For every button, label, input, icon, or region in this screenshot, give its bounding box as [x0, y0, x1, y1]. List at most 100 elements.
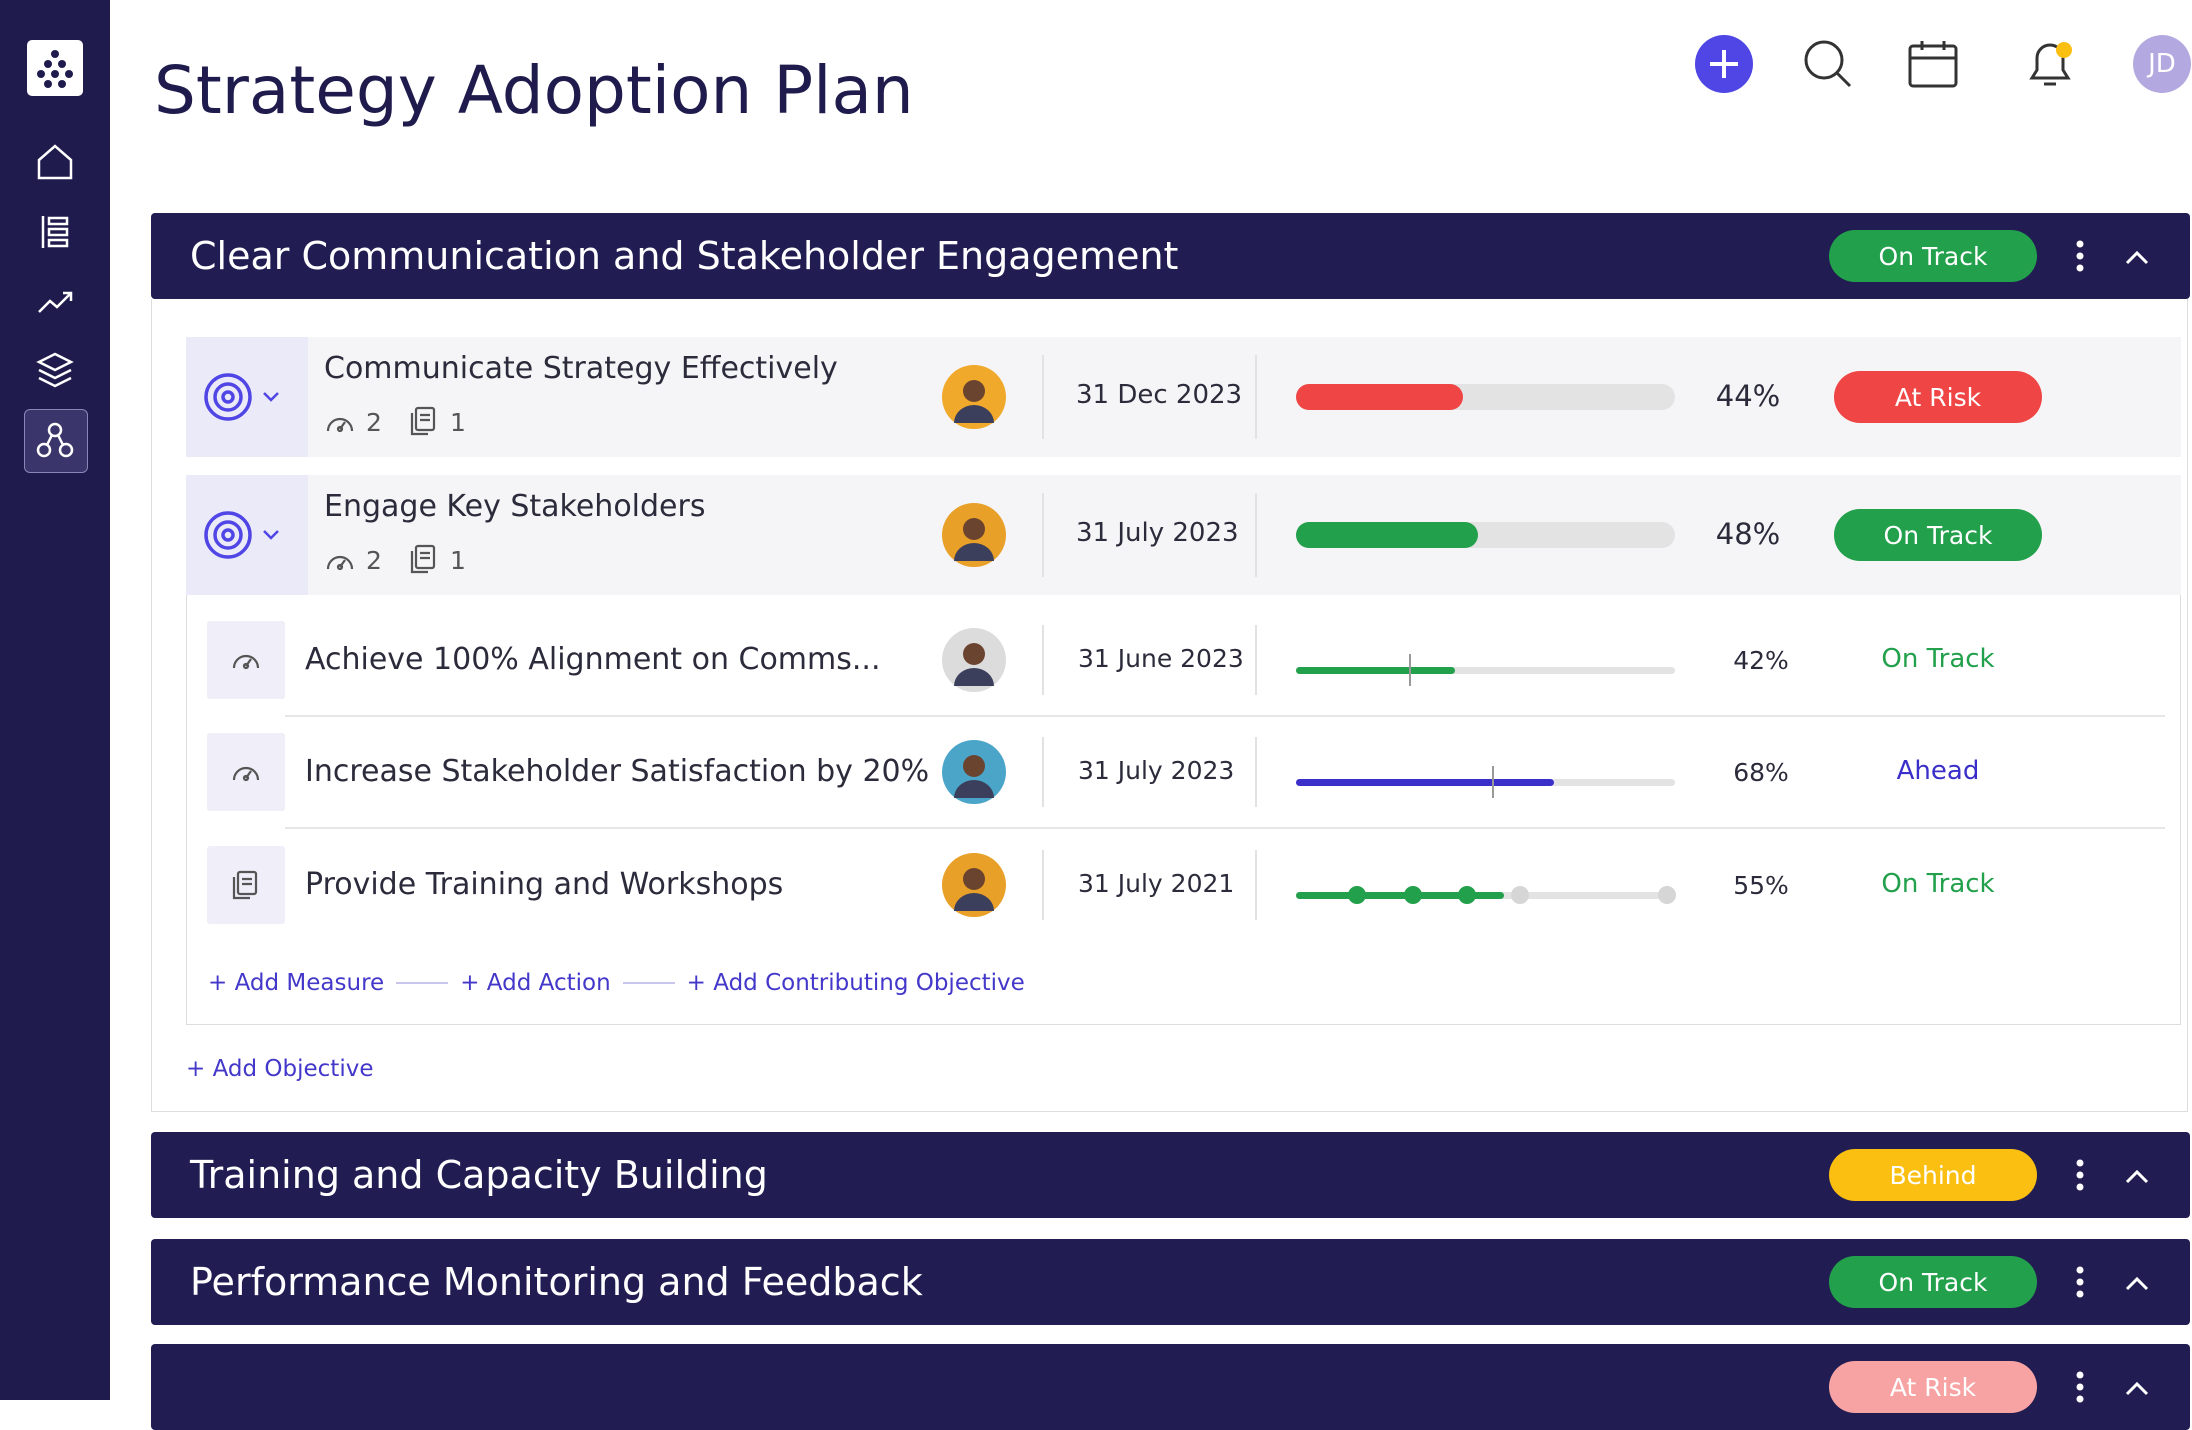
add-link[interactable]: + Add Contributing Objective [686, 970, 1025, 996]
add-objective-link[interactable]: + Add Objective [186, 1056, 374, 1082]
icon-shape [414, 544, 436, 570]
child-icon [232, 766, 260, 782]
column-divider [1255, 737, 1257, 807]
icon-shape [213, 520, 243, 550]
icon-shape [2076, 1266, 2084, 1298]
icon-shape [36, 422, 74, 458]
icon-shape [242, 774, 250, 782]
row-divider [285, 715, 2165, 717]
assignee-avatar [942, 365, 1006, 429]
collapse-toggle[interactable] [2124, 1165, 2150, 1187]
icon-shape [2076, 1278, 2084, 1286]
icon-shape [1804, 40, 1844, 80]
more-menu[interactable] [2073, 1371, 2087, 1403]
objective-title[interactable]: Communicate Strategy Effectively [324, 351, 838, 386]
progress-percent: 55% [1733, 871, 1789, 900]
status-pill[interactable]: On Track [1829, 1256, 2037, 1308]
icon-shape [1835, 71, 1852, 88]
icon-shape [2076, 240, 2084, 248]
bell-icon[interactable] [2024, 36, 2076, 92]
action-icon [410, 406, 436, 436]
home-icon[interactable] [35, 142, 75, 182]
add-button[interactable] [1695, 35, 1753, 93]
status-pill[interactable]: Behind [1829, 1149, 2037, 1201]
icon-shape [51, 50, 59, 58]
progress-track [1296, 667, 1675, 674]
status-pill[interactable]: On Track [1834, 509, 2042, 561]
page-title: Strategy Adoption Plan [154, 52, 914, 129]
icon-shape [236, 870, 258, 896]
status-pill[interactable]: At Risk [1834, 371, 2042, 423]
icon-shape [58, 60, 66, 68]
column-divider [1042, 355, 1044, 439]
column-divider [1042, 625, 1044, 695]
section-title: Training and Capacity Building [190, 1153, 768, 1197]
layers-icon[interactable] [35, 350, 75, 390]
column-divider [1255, 493, 1257, 577]
collapse-toggle[interactable] [2124, 1272, 2150, 1294]
icon-shape [37, 70, 45, 78]
icon-shape [47, 238, 69, 248]
icon-shape [326, 417, 354, 432]
progress-fill [1296, 892, 1505, 899]
icon-shape [204, 511, 252, 559]
more-menu[interactable] [2073, 1266, 2087, 1298]
assignee-avatar [942, 628, 1006, 692]
icon-shape [1908, 44, 1958, 88]
icon-shape [221, 528, 235, 542]
objective-title[interactable]: Engage Key Stakeholders [324, 489, 706, 524]
network-icon [36, 422, 74, 458]
icon-shape [36, 352, 74, 372]
milestone-dot [1347, 886, 1366, 904]
icon-shape [336, 425, 344, 433]
icon-shape [51, 70, 59, 78]
icon-shape [1910, 41, 1956, 60]
more-menu[interactable] [2073, 240, 2087, 272]
collapse-toggle[interactable] [2124, 1377, 2150, 1399]
icon-shape [2076, 264, 2084, 272]
sidebar [0, 0, 110, 1400]
child-icon [232, 870, 258, 900]
action-icon [410, 544, 436, 574]
column-divider [1042, 850, 1044, 920]
column-divider [1042, 737, 1044, 807]
child-title[interactable]: Achieve 100% Alignment on Comms... [305, 642, 881, 677]
icon-shape [2076, 252, 2084, 260]
icon-shape [2076, 1159, 2084, 1191]
trend-icon[interactable] [35, 282, 75, 322]
progress-percent: 68% [1733, 758, 1789, 787]
icon-shape [221, 390, 235, 404]
icon-shape [232, 877, 252, 900]
child-title[interactable]: Increase Stakeholder Satisfaction by 20% [305, 754, 930, 789]
logo [27, 40, 83, 96]
status-pill[interactable]: On Track [1829, 230, 2037, 282]
expand-chevron[interactable] [262, 391, 280, 403]
expand-chevron[interactable] [262, 529, 280, 541]
user-avatar[interactable]: JD [2133, 35, 2191, 93]
icon-shape [41, 216, 69, 248]
due-date: 31 July 2023 [1076, 518, 1239, 548]
measure-icon [326, 417, 354, 433]
icon-shape [410, 551, 430, 574]
child-title[interactable]: Provide Training and Workshops [305, 867, 784, 902]
icon-shape [2076, 1171, 2084, 1179]
icon-shape [963, 643, 985, 665]
icon-shape [232, 766, 260, 781]
progress-fill [1296, 667, 1456, 674]
list-icon[interactable] [35, 212, 75, 252]
due-date: 31 July 2021 [1078, 869, 1235, 898]
search-icon[interactable] [1802, 38, 1854, 90]
icon-shape [954, 668, 994, 686]
more-menu[interactable] [2073, 1159, 2087, 1191]
add-link[interactable]: + Add Action [460, 970, 611, 996]
calendar-icon[interactable] [1907, 38, 1959, 90]
collapse-toggle[interactable] [2124, 246, 2150, 268]
icon-shape [2076, 1383, 2084, 1391]
active-nav[interactable] [24, 409, 88, 473]
icon-shape [2076, 1266, 2084, 1274]
status-pill[interactable]: At Risk [1829, 1361, 2037, 1413]
add-link[interactable]: + Add Measure [208, 970, 385, 996]
icon-shape [36, 352, 74, 388]
icon-shape [232, 766, 260, 782]
progress-fill [1296, 779, 1554, 786]
